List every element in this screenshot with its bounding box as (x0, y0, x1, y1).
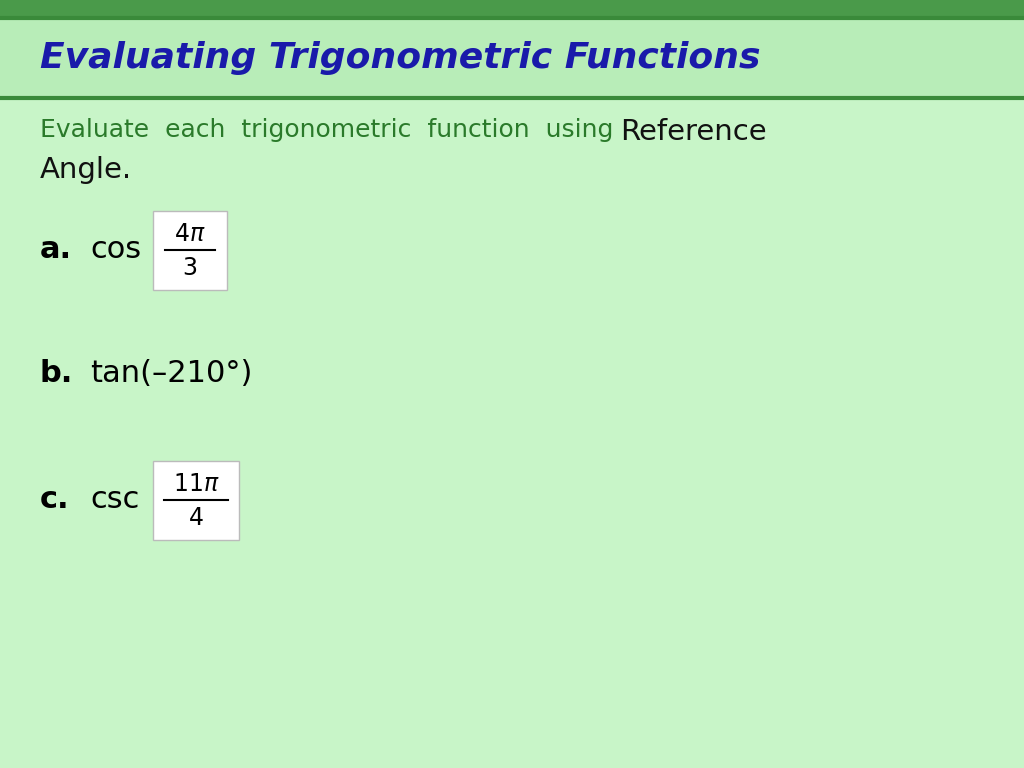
Text: Evaluating Trigonometric Functions: Evaluating Trigonometric Functions (40, 41, 761, 75)
FancyBboxPatch shape (153, 461, 239, 539)
Text: a.: a. (40, 236, 72, 264)
FancyBboxPatch shape (153, 210, 227, 290)
Text: Evaluate  each  trigonometric  function  using: Evaluate each trigonometric function usi… (40, 118, 630, 142)
Text: Angle.: Angle. (40, 156, 132, 184)
Text: cos: cos (90, 236, 141, 264)
Bar (0, 18, 1024, 98)
Text: 4: 4 (188, 506, 204, 530)
Text: Reference: Reference (620, 118, 767, 146)
Text: tan(–210°): tan(–210°) (90, 359, 252, 388)
Text: b.: b. (40, 359, 74, 388)
Text: csc: csc (90, 485, 139, 515)
Text: $11\pi$: $11\pi$ (173, 472, 219, 496)
Text: 3: 3 (182, 256, 198, 280)
Text: $4\pi$: $4\pi$ (174, 222, 206, 246)
Text: c.: c. (40, 485, 70, 515)
Bar (0, 0, 1024, 18)
